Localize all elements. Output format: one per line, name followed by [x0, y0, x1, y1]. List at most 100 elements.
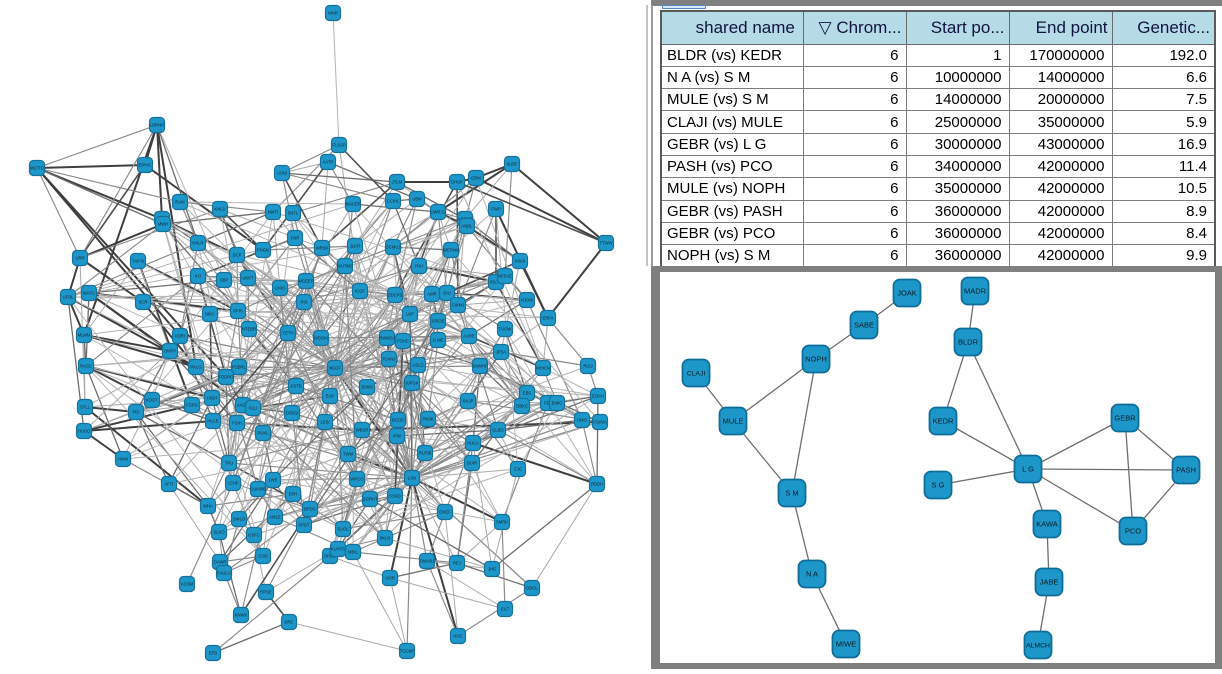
svg-text:NFFAE: NFFAE	[498, 274, 512, 279]
svg-text:TWM: TWM	[343, 452, 354, 457]
svg-text:LSSI: LSSI	[320, 420, 329, 425]
svg-text:MKC: MKC	[205, 312, 214, 317]
svg-text:GEBR: GEBR	[1114, 413, 1136, 422]
svg-text:FAULU: FAULU	[217, 571, 231, 576]
svg-text:FLSSP: FLSSP	[332, 143, 345, 148]
svg-text:PUKL: PUKL	[258, 431, 270, 436]
svg-text:ANDL: ANDL	[461, 224, 473, 229]
svg-text:TETH: TETH	[283, 331, 294, 336]
svg-text:AATR: AATR	[323, 160, 334, 165]
svg-text:WBSR: WBSR	[356, 428, 369, 433]
svg-text:BIMC: BIMC	[552, 401, 562, 406]
svg-text:ALMCH: ALMCH	[1026, 642, 1050, 649]
svg-text:HULE: HULE	[207, 419, 218, 424]
svg-text:JTLM: JTLM	[392, 180, 403, 185]
svg-text:DHOF: DHOF	[451, 180, 463, 185]
svg-text:KAWA: KAWA	[1036, 519, 1058, 528]
svg-text:ICGF: ICGF	[355, 289, 365, 294]
svg-text:L G: L G	[1022, 464, 1034, 473]
svg-text:AARE: AARE	[463, 334, 475, 339]
svg-text:FWP: FWP	[491, 207, 501, 212]
svg-text:LBRNH: LBRNH	[150, 123, 164, 128]
svg-text:USFC: USFC	[248, 533, 259, 538]
svg-text:PCO: PCO	[1125, 526, 1141, 535]
svg-text:HWN: HWN	[118, 457, 128, 462]
svg-text:PMJK: PMJK	[422, 417, 433, 422]
svg-text:WDOKI: WDOKI	[314, 336, 328, 341]
svg-text:OBKC: OBKC	[516, 404, 528, 409]
svg-text:TPU: TPU	[225, 461, 233, 466]
svg-text:AMR: AMR	[427, 292, 436, 297]
svg-text:AISR: AISR	[385, 576, 395, 581]
svg-text:WUTMC: WUTMC	[337, 264, 353, 269]
svg-text:KOOT: KOOT	[146, 398, 158, 403]
svg-text:WAFC: WAFC	[83, 291, 95, 296]
svg-text:BLDR: BLDR	[958, 337, 979, 346]
svg-text:AFIT: AFIT	[164, 482, 174, 487]
svg-text:SMRK: SMRK	[496, 520, 508, 525]
svg-text:DBOL: DBOL	[526, 586, 538, 591]
svg-text:SABE: SABE	[854, 320, 874, 329]
svg-text:EIPHC: EIPHC	[139, 163, 152, 168]
svg-text:PNGN: PNGN	[257, 248, 269, 253]
svg-text:HIJC: HIJC	[453, 634, 462, 639]
svg-text:ERFA: ERFA	[543, 316, 554, 321]
svg-text:TAIFN: TAIFN	[132, 259, 144, 264]
svg-text:CCIHL: CCIHL	[387, 199, 400, 204]
svg-text:LMIO: LMIO	[275, 286, 286, 291]
svg-text:DFBGI: DFBGI	[286, 411, 299, 416]
svg-text:MHICN: MHICN	[536, 366, 550, 371]
svg-text:PSBRL: PSBRL	[232, 365, 246, 370]
svg-text:USNI: USNI	[277, 171, 287, 176]
svg-text:EAP: EAP	[326, 394, 335, 399]
svg-text:RACC: RACC	[80, 364, 92, 369]
svg-text:EOAH: EOAH	[592, 394, 604, 399]
svg-text:GGRHT: GGRHT	[362, 497, 378, 502]
svg-text:NOPH: NOPH	[805, 354, 827, 363]
svg-text:KNLR: KNLR	[192, 241, 203, 246]
svg-text:HJOW: HJOW	[521, 298, 533, 303]
svg-text:OMTP: OMTP	[164, 349, 176, 354]
svg-text:FNP: FNP	[291, 236, 300, 241]
svg-text:FGIMA: FGIMA	[593, 420, 606, 425]
svg-text:SSND: SSND	[389, 494, 401, 499]
svg-text:FGPG: FGPG	[186, 403, 198, 408]
svg-text:EBS: EBS	[523, 391, 532, 396]
svg-text:S G: S G	[932, 480, 945, 489]
svg-text:HMO: HMO	[577, 418, 588, 423]
svg-text:OCMUJ: OCMUJ	[386, 245, 401, 250]
svg-text:SCR: SCR	[139, 300, 148, 305]
svg-text:SUOL: SUOL	[337, 527, 349, 532]
svg-text:OMABJ: OMABJ	[420, 559, 434, 564]
svg-text:LSN: LSN	[408, 476, 416, 481]
svg-text:MSIL: MSIL	[348, 550, 358, 555]
svg-text:RAM: RAM	[175, 200, 185, 205]
svg-text:IPW: IPW	[393, 434, 401, 439]
svg-text:ASLG: ASLG	[412, 363, 423, 368]
svg-text:CJC: CJC	[514, 467, 522, 472]
svg-text:JLNIE: JLNIE	[432, 338, 444, 343]
svg-text:MULE: MULE	[723, 416, 744, 425]
svg-text:TUOW: TUOW	[499, 327, 512, 332]
svg-text:MWH: MWH	[158, 222, 168, 227]
svg-text:N A: N A	[806, 569, 818, 578]
svg-text:IUPGK: IUPGK	[405, 381, 418, 386]
svg-text:OAWR: OAWR	[214, 560, 227, 565]
svg-text:AMLE: AMLE	[269, 515, 281, 520]
svg-text:SPGT: SPGT	[298, 523, 310, 528]
svg-text:SWLO: SWLO	[233, 517, 246, 522]
svg-text:IOLTR: IOLTR	[490, 280, 502, 285]
svg-text:KDRI: KDRI	[175, 334, 185, 339]
svg-text:UBM: UBM	[412, 197, 422, 202]
svg-text:JISTB: JISTB	[290, 384, 302, 389]
svg-text:LCHF: LCHF	[228, 481, 239, 486]
svg-text:BPOS: BPOS	[304, 507, 316, 512]
svg-text:SBP: SBP	[220, 278, 229, 283]
svg-text:KWJI: KWJI	[515, 259, 525, 264]
svg-text:WNR: WNR	[328, 11, 338, 16]
svg-text:TGCKP: TGCKP	[400, 649, 415, 654]
svg-text:GLBG: GLBG	[492, 428, 504, 433]
svg-text:DCP: DCP	[233, 253, 242, 258]
svg-text:JABE: JABE	[1040, 577, 1059, 586]
svg-text:IHJ: IHJ	[195, 274, 201, 279]
